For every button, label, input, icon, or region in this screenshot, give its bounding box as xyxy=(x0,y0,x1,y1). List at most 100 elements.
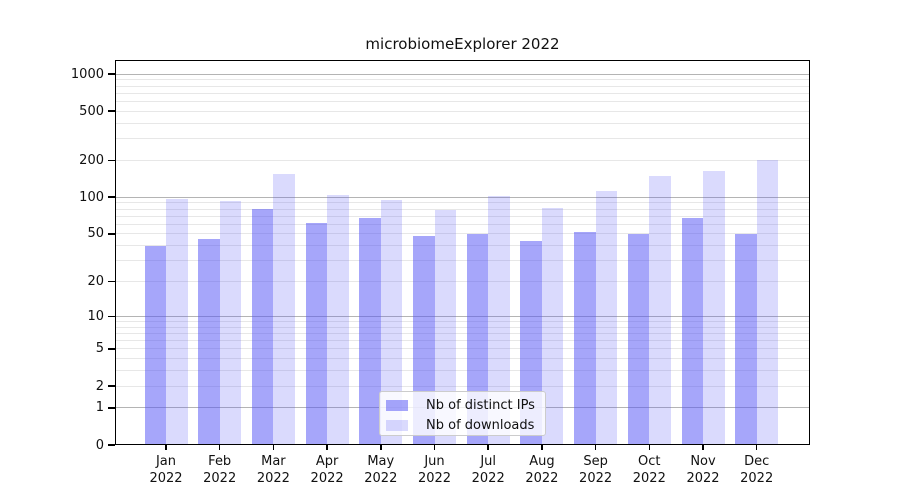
legend-row: Nb of downloads xyxy=(386,419,534,432)
gridline-major xyxy=(115,196,810,198)
gridline-minor xyxy=(115,370,810,372)
x-tick-mark xyxy=(326,445,328,450)
x-tick-mark xyxy=(380,445,382,450)
x-tick-mark xyxy=(165,445,167,450)
y-tick-label: 1000 xyxy=(70,66,104,82)
bar-distinct-ips xyxy=(735,233,757,445)
y-tick-mark xyxy=(108,407,115,409)
bar-downloads xyxy=(380,199,403,445)
x-tick-mark xyxy=(594,445,597,450)
bar-downloads xyxy=(488,196,510,445)
gridline-minor xyxy=(115,223,810,225)
gridline-minor xyxy=(115,215,810,217)
bar-distinct-ips xyxy=(144,245,166,445)
y-tick-label: 200 xyxy=(79,152,104,168)
gridline-minor xyxy=(115,348,810,350)
gridline-major xyxy=(115,73,810,75)
y-tick-label: 5 xyxy=(95,341,104,357)
x-tick-label: May 2022 xyxy=(364,454,398,486)
legend-swatch-downloads xyxy=(386,420,408,431)
y-tick-mark xyxy=(108,159,115,162)
legend-swatch-distinct-ips xyxy=(386,400,408,411)
gridline-minor xyxy=(115,358,810,360)
x-tick-label: Sep 2022 xyxy=(579,454,613,486)
gridline-minor xyxy=(115,208,810,210)
bar-downloads xyxy=(595,191,618,445)
bar-distinct-ips xyxy=(359,218,381,445)
bar-downloads xyxy=(219,201,242,445)
bar-downloads xyxy=(434,210,456,445)
y-tick-label: 500 xyxy=(79,103,104,119)
gridline-minor xyxy=(115,92,810,94)
y-tick-mark xyxy=(108,348,115,350)
bar-downloads xyxy=(327,195,349,445)
x-tick-mark xyxy=(541,445,543,450)
gridline-minor xyxy=(115,85,810,87)
gridline-minor xyxy=(115,385,810,387)
plot-frame xyxy=(115,60,810,445)
y-tick-label: 10 xyxy=(87,308,104,324)
gridline-minor xyxy=(115,281,810,283)
y-tick-mark xyxy=(108,233,115,235)
plot-area xyxy=(115,60,810,445)
gridline-minor xyxy=(115,326,810,328)
x-tick-label: Mar 2022 xyxy=(256,454,290,486)
bar-downloads xyxy=(273,173,295,445)
y-tick-mark xyxy=(108,315,115,317)
bar-downloads xyxy=(649,175,671,445)
x-tick-mark xyxy=(755,445,758,450)
bar-downloads xyxy=(541,207,564,445)
x-tick-label: Jan 2022 xyxy=(149,454,183,486)
x-tick-mark xyxy=(218,445,221,450)
legend-label: Nb of downloads xyxy=(426,418,535,433)
gridline-minor xyxy=(115,340,810,342)
x-tick-label: Apr 2022 xyxy=(310,454,344,486)
y-tick-mark xyxy=(108,196,115,198)
x-tick-label: Oct 2022 xyxy=(632,454,666,486)
gridline-minor xyxy=(115,100,810,102)
y-tick-mark xyxy=(108,385,115,387)
gridline-minor xyxy=(115,233,810,235)
y-tick-label: 20 xyxy=(87,274,104,290)
y-tick-mark xyxy=(108,73,115,75)
bar-distinct-ips xyxy=(627,233,650,445)
x-tick-label: Jul 2022 xyxy=(471,454,505,486)
bar-downloads xyxy=(756,160,779,445)
x-tick-mark xyxy=(272,445,275,450)
y-tick-label: 100 xyxy=(79,189,104,205)
bar-distinct-ips xyxy=(574,231,596,445)
y-tick-label: 2 xyxy=(95,378,104,394)
y-tick-label: 50 xyxy=(87,226,104,242)
bar-distinct-ips xyxy=(681,218,703,445)
x-tick-label: Aug 2022 xyxy=(525,454,559,486)
x-tick-label: Feb 2022 xyxy=(203,454,237,486)
x-tick-mark xyxy=(648,445,651,450)
gridline-minor xyxy=(115,320,810,322)
gridline-minor xyxy=(115,260,810,262)
y-tick-mark xyxy=(108,280,115,283)
legend-label: Nb of distinct IPs xyxy=(426,398,535,413)
x-tick-label: Nov 2022 xyxy=(686,454,720,486)
gridline-minor xyxy=(115,138,810,140)
x-tick-mark xyxy=(487,445,489,450)
gridline-minor xyxy=(115,110,810,112)
gridline-major xyxy=(115,315,810,317)
gridline-minor xyxy=(115,202,810,204)
y-tick-mark xyxy=(108,444,115,446)
bar-distinct-ips xyxy=(305,223,328,445)
chart-title: microbiomeExplorer 2022 xyxy=(365,35,560,53)
legend: Nb of distinct IPs Nb of downloads xyxy=(379,391,546,436)
x-tick-mark xyxy=(702,445,704,450)
gridline-minor xyxy=(115,332,810,334)
y-tick-mark xyxy=(108,110,115,112)
y-tick-label: 0 xyxy=(95,437,104,453)
x-tick-label: Jun 2022 xyxy=(417,454,452,486)
gridline-minor xyxy=(115,159,810,161)
legend-row: Nb of distinct IPs xyxy=(386,399,535,412)
x-tick-label: Dec 2022 xyxy=(740,454,774,486)
y-tick-label: 1 xyxy=(95,400,104,416)
x-tick-mark xyxy=(433,445,436,450)
bar-downloads xyxy=(166,199,188,445)
bar-distinct-ips xyxy=(198,239,220,445)
